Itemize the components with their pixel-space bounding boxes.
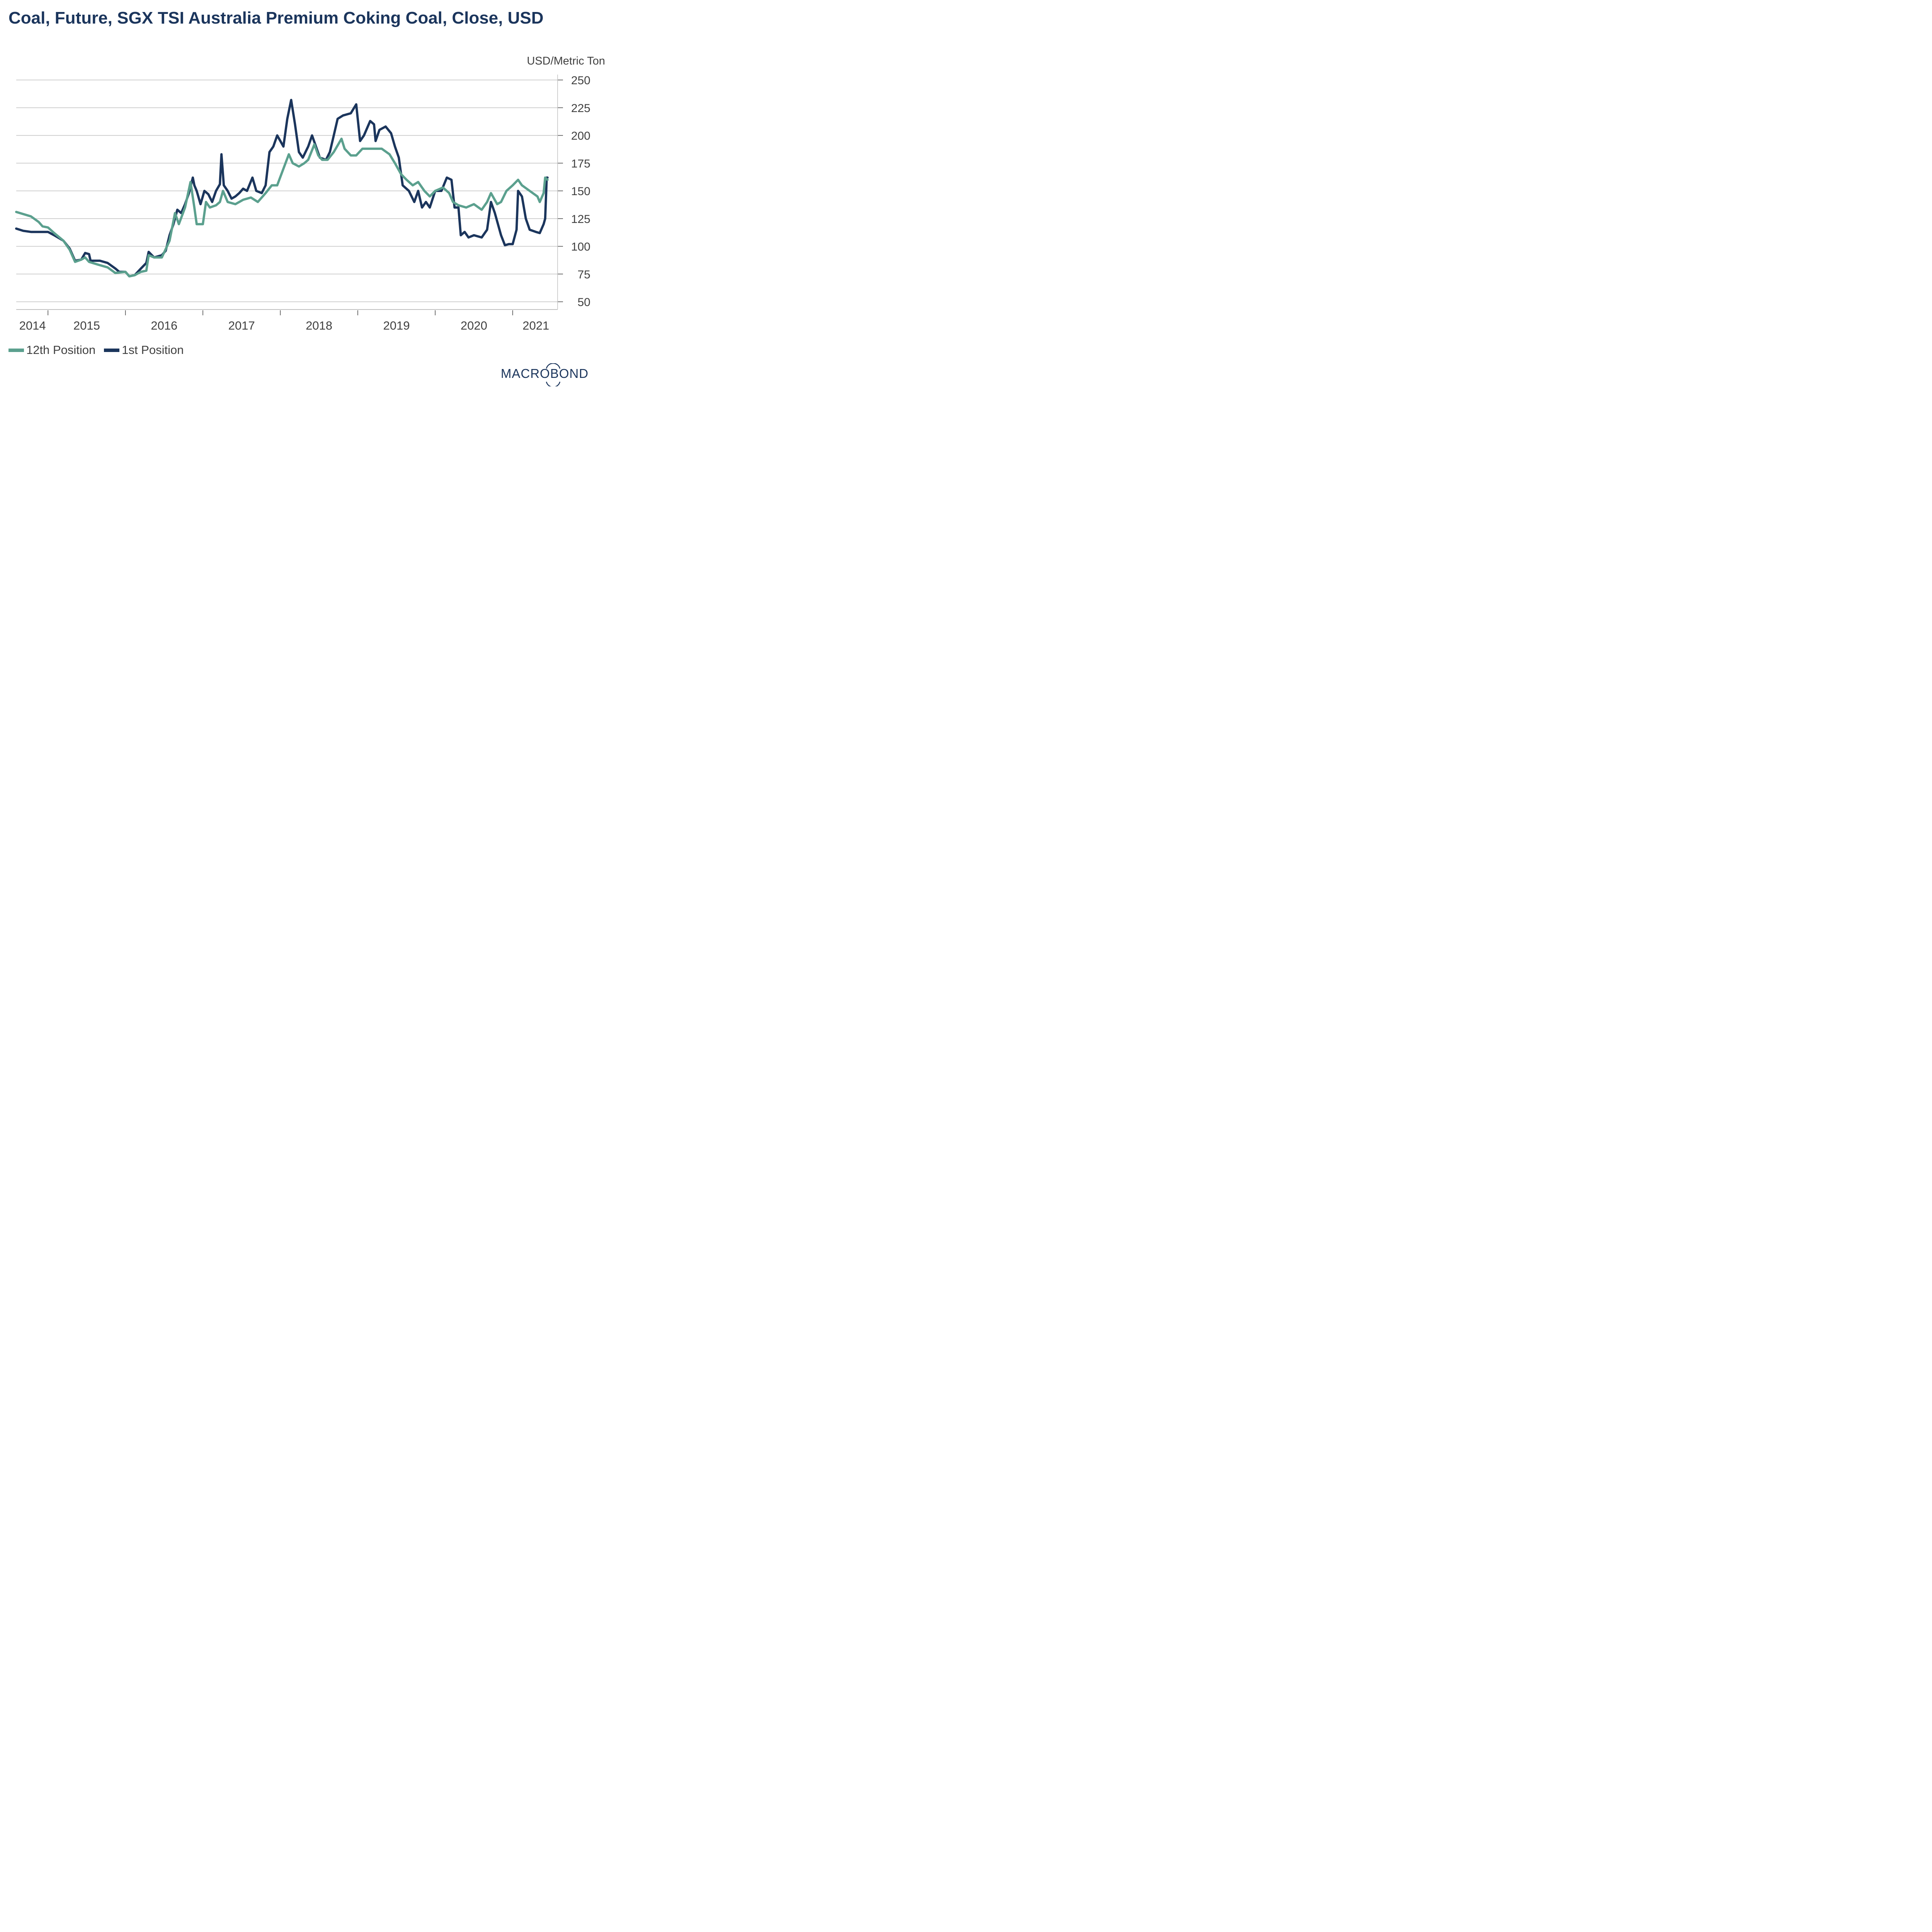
legend-swatch-12th — [9, 348, 24, 352]
series-line-1st-position — [15, 99, 549, 277]
axes — [16, 75, 563, 315]
legend-label-12th: 12th Position — [26, 343, 96, 357]
legend-label-1st: 1st Position — [122, 343, 184, 357]
y-tick-label: 225 — [571, 102, 590, 115]
x-tick-label: 2016 — [151, 319, 177, 332]
x-tick-label: 2014 — [19, 319, 46, 332]
chart-title: Coal, Future, SGX TSI Australia Premium … — [9, 9, 544, 27]
legend: 12th Position 1st Position — [9, 343, 192, 357]
y-tick-label: 100 — [571, 241, 590, 253]
logo-arc-icon — [546, 363, 561, 386]
y-tick-labels: 50 75 100 125 150 175 200 225 250 — [571, 74, 590, 309]
gridlines — [16, 80, 558, 302]
y-tick-label: 150 — [571, 185, 590, 198]
x-tick-labels: 2014 2015 2016 2017 2018 2019 2020 2021 — [19, 319, 549, 332]
y-axis-unit-label: USD/Metric Ton — [527, 55, 605, 67]
y-tick-label: 200 — [571, 130, 590, 143]
x-tick-label: 2021 — [522, 319, 549, 332]
series-line-12th-position — [15, 138, 549, 277]
y-tick-label: 250 — [571, 74, 590, 87]
x-tick-label: 2017 — [228, 319, 255, 332]
series-lines — [15, 99, 549, 277]
y-tick-label: 50 — [578, 296, 590, 309]
y-tick-label: 175 — [571, 157, 590, 170]
legend-item-1st-position[interactable]: 1st Position — [104, 343, 184, 357]
logo-text: MACROBOND — [501, 366, 589, 381]
y-tick-label: 125 — [571, 213, 590, 226]
x-tick-label: 2018 — [306, 319, 332, 332]
legend-item-12th-position[interactable]: 12th Position — [9, 343, 95, 357]
x-tick-label: 2015 — [73, 319, 100, 332]
macrobond-logo: MACROBOND — [501, 363, 598, 386]
y-tick-label: 75 — [578, 268, 590, 281]
x-tick-label: 2020 — [461, 319, 487, 332]
legend-swatch-1st — [104, 348, 120, 352]
x-tick-label: 2019 — [383, 319, 410, 332]
